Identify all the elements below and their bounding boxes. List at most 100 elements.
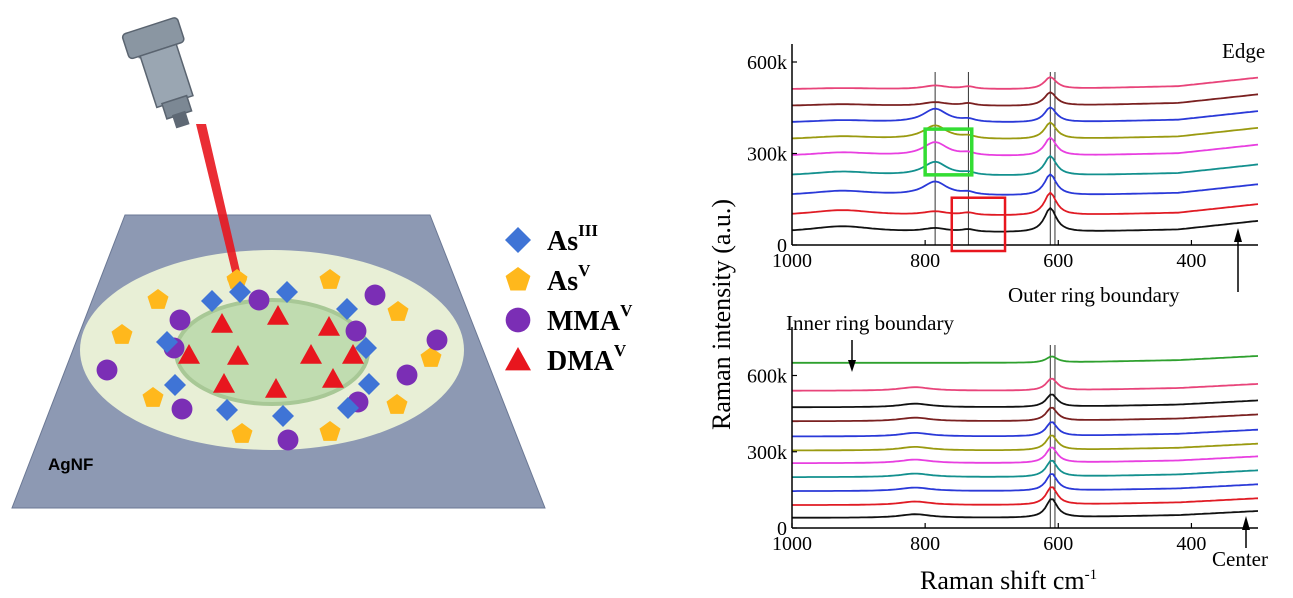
spectrum-series-line bbox=[792, 75, 1259, 90]
spectra-panels: 1000 800 600 400 0 300k 600k 1000 800 600 400 0 300k… bbox=[747, 44, 1259, 555]
marker-mmav bbox=[96, 359, 118, 381]
marker-dmav bbox=[300, 344, 322, 364]
spectrum-series-line bbox=[791, 206, 1259, 233]
marker-asv bbox=[319, 421, 341, 441]
outer-ring-annotation: Outer ring boundary bbox=[1008, 283, 1180, 307]
marker-asiii bbox=[156, 331, 178, 353]
bottom-spectrum-panel: 1000 800 600 400 0 300k 600k bbox=[747, 327, 1259, 555]
legend-label-sup: V bbox=[578, 261, 591, 280]
x-axis-title-sup: -1 bbox=[1085, 567, 1098, 583]
spectrum-series-line bbox=[792, 498, 1259, 519]
legend-label-sup: V bbox=[620, 301, 633, 320]
spectrum-series-line bbox=[792, 473, 1259, 492]
legend-item: AsIII bbox=[505, 221, 598, 257]
marker-mmav bbox=[171, 398, 193, 420]
spectrum-series-line bbox=[791, 136, 1259, 157]
marker-asv bbox=[319, 269, 341, 289]
marker-mmav bbox=[248, 289, 270, 311]
marker-asv bbox=[387, 301, 409, 321]
x-tick-label: 1000 bbox=[772, 533, 812, 555]
spectrum-series-line bbox=[792, 393, 1259, 409]
marker-asiii bbox=[337, 397, 359, 419]
marker-dmav bbox=[213, 373, 235, 393]
marker-mmav bbox=[426, 329, 448, 351]
spectrum-series-line bbox=[791, 173, 1259, 196]
marker-asiii bbox=[336, 298, 358, 320]
legend-label-sup: V bbox=[614, 341, 627, 360]
x-tick-label: 800 bbox=[910, 533, 940, 555]
marker-asiii bbox=[201, 290, 223, 312]
x-axis-title: Raman shift cm-1 bbox=[920, 566, 1097, 595]
y-tick-label: 300k bbox=[747, 442, 787, 464]
spectrum-series-line bbox=[792, 459, 1259, 478]
spectrum-series-line bbox=[791, 121, 1259, 140]
marker-mmav bbox=[364, 284, 386, 306]
edge-annotation: Edge bbox=[1222, 39, 1265, 63]
x-tick-label: 400 bbox=[1176, 533, 1206, 555]
marker-asiii bbox=[355, 337, 377, 359]
x-axis-title-text: Raman shift cm bbox=[920, 566, 1085, 595]
x-tick-label: 1000 bbox=[772, 250, 812, 272]
marker-asiii bbox=[358, 373, 380, 395]
spectrum-series-line bbox=[791, 191, 1259, 216]
spectrum-series-line bbox=[792, 377, 1259, 392]
marker-mmav bbox=[169, 309, 191, 331]
legend-item: DMAV bbox=[505, 341, 627, 377]
marker-asiii bbox=[164, 374, 186, 396]
inner-ring-annotation: Inner ring boundary bbox=[786, 311, 954, 335]
marker-asiii bbox=[229, 281, 251, 303]
red-highlight-box bbox=[950, 196, 1007, 253]
marker-dmav bbox=[178, 344, 200, 364]
x-tick-label: 400 bbox=[1176, 250, 1206, 272]
spectrum-series-line bbox=[792, 446, 1259, 464]
y-tick-label: 0 bbox=[777, 518, 787, 540]
marker-asv bbox=[386, 394, 408, 414]
substrate-label: AgNF bbox=[48, 455, 93, 474]
arsenic-species-markers bbox=[96, 269, 448, 451]
spectrum-series-line bbox=[792, 91, 1259, 107]
marker-dmav bbox=[342, 344, 364, 364]
spectrum-series-line bbox=[792, 486, 1259, 506]
legend-label-base: As bbox=[547, 266, 578, 297]
marker-dmav bbox=[265, 378, 287, 398]
legend-item: AsV bbox=[505, 261, 591, 297]
legend-label: AsV bbox=[547, 261, 591, 297]
y-tick-label: 600k bbox=[747, 52, 787, 74]
legend-label-base: DMA bbox=[547, 346, 615, 377]
marker-mmav bbox=[345, 320, 367, 342]
top-spectrum-panel: 1000 800 600 400 0 300k 600k bbox=[747, 44, 1259, 272]
legend-label-base: MMA bbox=[547, 306, 621, 337]
x-tick-label: 600 bbox=[1043, 533, 1073, 555]
legend-label-sup: III bbox=[578, 221, 598, 240]
spectrum-series-line bbox=[792, 106, 1259, 123]
marker-asv bbox=[147, 289, 169, 309]
marker-asv bbox=[111, 324, 133, 344]
pentagon-icon bbox=[505, 267, 531, 291]
y-tick-label: 300k bbox=[747, 144, 787, 166]
diamond-icon bbox=[505, 227, 531, 253]
marker-asiii bbox=[276, 281, 298, 303]
schematic: AgNF bbox=[11, 17, 546, 509]
marker-dmav bbox=[267, 305, 289, 325]
spectrum-series-line bbox=[792, 406, 1259, 423]
marker-dmav bbox=[227, 345, 249, 365]
legend-label: AsIII bbox=[547, 221, 598, 257]
spectrum-series-line bbox=[792, 434, 1259, 452]
marker-asiii bbox=[216, 399, 238, 421]
marker-dmav bbox=[322, 368, 344, 388]
spectrum-series-line bbox=[792, 355, 1259, 364]
annotation-arrows bbox=[848, 228, 1250, 548]
legend-item: MMAV bbox=[505, 301, 633, 337]
marker-asv bbox=[231, 423, 253, 443]
y-axis-title: Raman intensity (a.u.) bbox=[707, 199, 736, 430]
marker-dmav bbox=[318, 316, 340, 336]
marker-mmav bbox=[277, 429, 299, 451]
x-tick-label: 600 bbox=[1043, 250, 1073, 272]
spectrum-series-line bbox=[792, 421, 1259, 438]
center-annotation: Center bbox=[1212, 547, 1268, 571]
x-tick-label: 800 bbox=[910, 250, 940, 272]
marker-mmav bbox=[396, 364, 418, 386]
legend-label-base: As bbox=[547, 226, 578, 257]
